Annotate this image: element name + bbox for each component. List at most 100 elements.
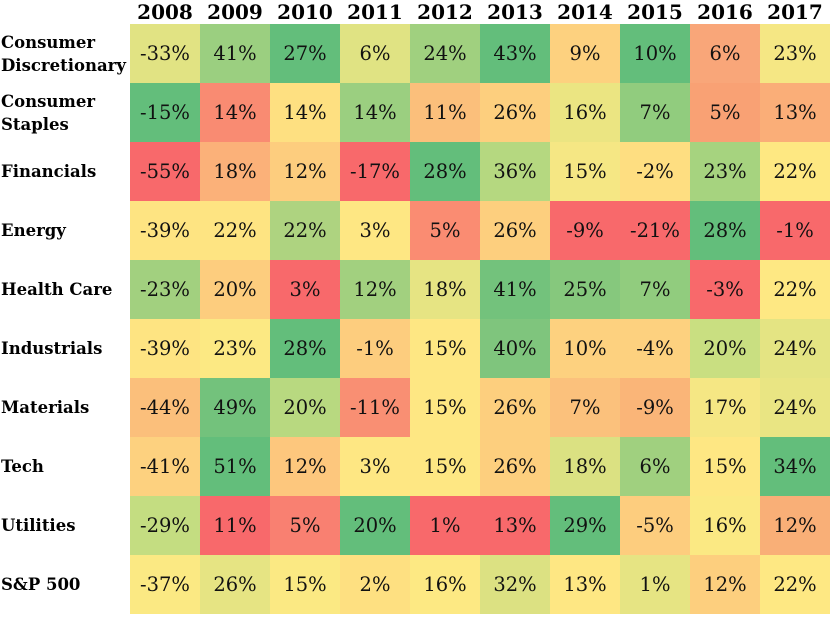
heatmap-cell: -44% [130, 378, 200, 437]
heatmap-cell: 15% [270, 555, 340, 614]
table-row: Consumer Discretionary -33% 41% 27% 6% 24% 43%… [0, 24, 830, 83]
heatmap-cell: -1% [760, 201, 830, 260]
row-label: Consumer Discretionary [1, 32, 126, 75]
heatmap-cell: 29% [550, 496, 620, 555]
heatmap-cell: 3% [340, 437, 410, 496]
heatmap-cell: 22% [760, 555, 830, 614]
heatmap-cell: 18% [410, 260, 480, 319]
heatmap-cell: 36% [480, 142, 550, 201]
heatmap-cell: 25% [550, 260, 620, 319]
heatmap-cell: 24% [410, 24, 480, 83]
heatmap-cell: 34% [760, 437, 830, 496]
year-header-row: 2008 2009 2010 2011 2012 2013 2014 2015 2016 2017 [130, 0, 830, 24]
heatmap-cell: 7% [550, 378, 620, 437]
row-label: Consumer Staples [1, 91, 96, 134]
heatmap-cell: 3% [340, 201, 410, 260]
row-label: Financials [1, 162, 97, 181]
heatmap-cell: 49% [200, 378, 270, 437]
year-header-2012: 2012 [417, 0, 473, 24]
table-row: Health Care -23% 20% 3% 12% 18% 41% 25% 7% -3% 22% [0, 260, 830, 319]
heatmap-cell: 27% [270, 24, 340, 83]
heatmap-cell: 15% [550, 142, 620, 201]
heatmap-cell: 12% [760, 496, 830, 555]
heatmap-cell: -29% [130, 496, 200, 555]
heatmap-cell: 5% [690, 83, 760, 142]
heatmap-cell: 20% [690, 319, 760, 378]
heatmap-cell: 5% [270, 496, 340, 555]
heatmap-cell: 24% [760, 319, 830, 378]
year-header-2011: 2011 [347, 0, 403, 24]
heatmap-cell: -9% [550, 201, 620, 260]
heatmap-rows: Consumer Discretionary -33% 41% 27% 6% 24% 43%… [0, 24, 830, 614]
heatmap-cell: 15% [410, 319, 480, 378]
heatmap-cell: 14% [270, 83, 340, 142]
heatmap-cell: 6% [340, 24, 410, 83]
heatmap-cell: -9% [620, 378, 690, 437]
heatmap-cell: 14% [340, 83, 410, 142]
heatmap-cell: -37% [130, 555, 200, 614]
heatmap-cell: -21% [620, 201, 690, 260]
year-header-2008: 2008 [137, 0, 193, 24]
row-label: Health Care [1, 280, 113, 299]
heatmap-cell: 41% [480, 260, 550, 319]
heatmap-cell: 7% [620, 260, 690, 319]
heatmap-cell: -2% [620, 142, 690, 201]
heatmap-cell: -39% [130, 201, 200, 260]
heatmap-cell: 15% [410, 378, 480, 437]
heatmap-cell: 18% [550, 437, 620, 496]
heatmap-cell: 13% [760, 83, 830, 142]
year-header-2010: 2010 [277, 0, 333, 24]
table-row: S&P 500 -37% 26% 15% 2% 16% 32% 13% 1% 12% 22% [0, 555, 830, 614]
row-label: Energy [1, 221, 66, 240]
row-label: Tech [1, 457, 44, 476]
heatmap-cell: 10% [620, 24, 690, 83]
heatmap-cell: 2% [340, 555, 410, 614]
table-row: Materials -44% 49% 20% -11% 15% 26% 7% -9% 17% 24% [0, 378, 830, 437]
heatmap-cell: -39% [130, 319, 200, 378]
table-row: Utilities -29% 11% 5% 20% 1% 13% 29% -5% 16% 12% [0, 496, 830, 555]
heatmap-cell: 26% [480, 201, 550, 260]
heatmap-cell: 6% [690, 24, 760, 83]
heatmap-cell: 12% [690, 555, 760, 614]
row-label: Utilities [1, 516, 76, 535]
heatmap-cell: 12% [340, 260, 410, 319]
heatmap-cell: -1% [340, 319, 410, 378]
heatmap-cell: 32% [480, 555, 550, 614]
heatmap-cell: -15% [130, 83, 200, 142]
year-header-2013: 2013 [487, 0, 543, 24]
year-header-2009: 2009 [207, 0, 263, 24]
heatmap-cell: -17% [340, 142, 410, 201]
heatmap-cell: 40% [480, 319, 550, 378]
heatmap-cell: 1% [410, 496, 480, 555]
heatmap-cell: 1% [620, 555, 690, 614]
heatmap-cell: 14% [200, 83, 270, 142]
heatmap-cell: -33% [130, 24, 200, 83]
heatmap-cell: 12% [270, 142, 340, 201]
row-label: Materials [1, 398, 90, 417]
heatmap-cell: 13% [480, 496, 550, 555]
heatmap-cell: 26% [480, 437, 550, 496]
heatmap-cell: -11% [340, 378, 410, 437]
heatmap-cell: 22% [200, 201, 270, 260]
table-row: Tech -41% 51% 12% 3% 15% 26% 18% 6% 15% 34% [0, 437, 830, 496]
row-label: S&P 500 [1, 575, 81, 594]
heatmap-cell: 22% [760, 142, 830, 201]
year-header-2017: 2017 [767, 0, 823, 24]
table-row: Financials -55% 18% 12% -17% 28% 36% 15% -2% 23% 2… [0, 142, 830, 201]
heatmap-cell: 28% [270, 319, 340, 378]
heatmap-cell: 5% [410, 201, 480, 260]
heatmap-cell: 13% [550, 555, 620, 614]
heatmap-cell: 51% [200, 437, 270, 496]
heatmap-cell: 26% [480, 83, 550, 142]
heatmap-cell: 28% [690, 201, 760, 260]
heatmap-cell: 20% [270, 378, 340, 437]
heatmap-cell: -4% [620, 319, 690, 378]
heatmap-cell: -23% [130, 260, 200, 319]
table-row: Consumer Staples -15% 14% 14% 14% 11% 26% 16% 7%… [0, 83, 830, 142]
heatmap-cell: 15% [690, 437, 760, 496]
table-row: Energy -39% 22% 22% 3% 5% 26% -9% -21% 28% -1% [0, 201, 830, 260]
heatmap-cell: 3% [270, 260, 340, 319]
heatmap-cell: 26% [200, 555, 270, 614]
heatmap-cell: 20% [340, 496, 410, 555]
